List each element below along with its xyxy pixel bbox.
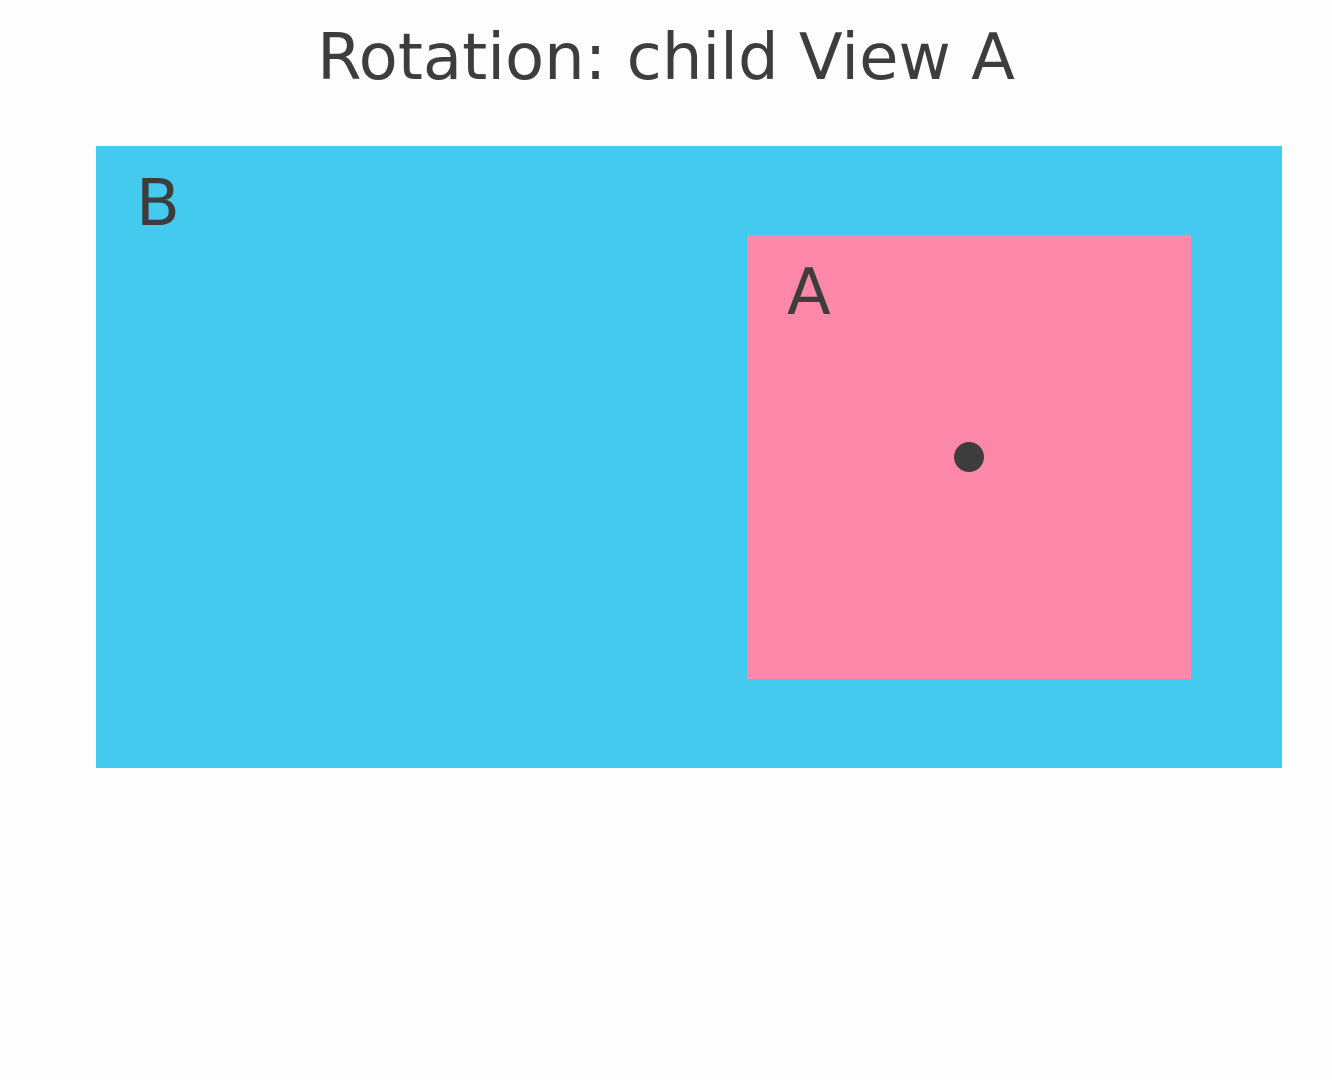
view-label: B — [136, 167, 180, 241]
view-a: A — [747, 235, 1191, 679]
pivot-dot — [954, 442, 984, 472]
title: Rotation: child View A — [317, 21, 1015, 95]
view-label: A — [787, 256, 831, 330]
view-b: B A — [96, 146, 1282, 768]
